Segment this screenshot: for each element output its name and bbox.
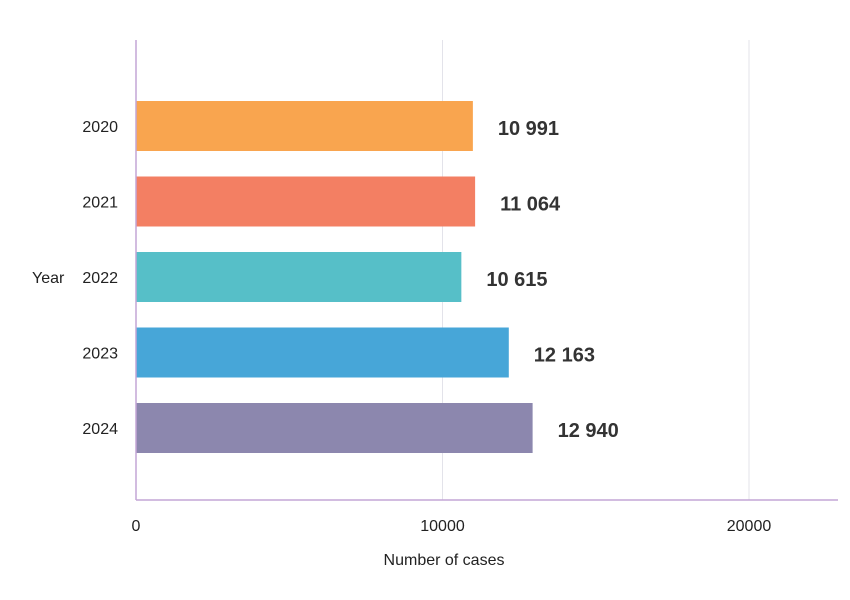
- bar-2023: [136, 327, 509, 378]
- bar-2024: [136, 403, 533, 453]
- data-label-2023: 12 163: [534, 345, 595, 367]
- y-tick-label: 2020: [82, 119, 118, 136]
- y-tick-label: 2024: [82, 421, 118, 438]
- data-label-2024: 12 940: [558, 420, 619, 442]
- data-label-2020: 10 991: [498, 118, 559, 140]
- x-tick-label: 10000: [420, 518, 465, 535]
- x-tick-label: 0: [132, 518, 141, 535]
- bar-2021: [136, 176, 476, 227]
- bar-2022: [136, 252, 462, 302]
- bars: [136, 101, 533, 453]
- bar-2020: [136, 101, 473, 151]
- y-tick-label: 2021: [82, 195, 118, 212]
- y-axis-title: Year: [32, 270, 65, 287]
- data-label-2022: 10 615: [486, 269, 547, 291]
- y-tick-label: 2022: [82, 270, 118, 287]
- data-label-2021: 11 064: [500, 194, 561, 216]
- y-tick-label: 2023: [82, 346, 118, 363]
- x-tick-labels: 0 10000 20000: [132, 518, 772, 535]
- x-axis-title: Number of cases: [384, 552, 505, 569]
- x-tick-label: 20000: [727, 518, 772, 535]
- data-labels: 10 991 11 064 10 615 12 163 12 940: [486, 118, 618, 442]
- y-tick-labels: 2020 2021 2022 2023 2024: [82, 119, 118, 438]
